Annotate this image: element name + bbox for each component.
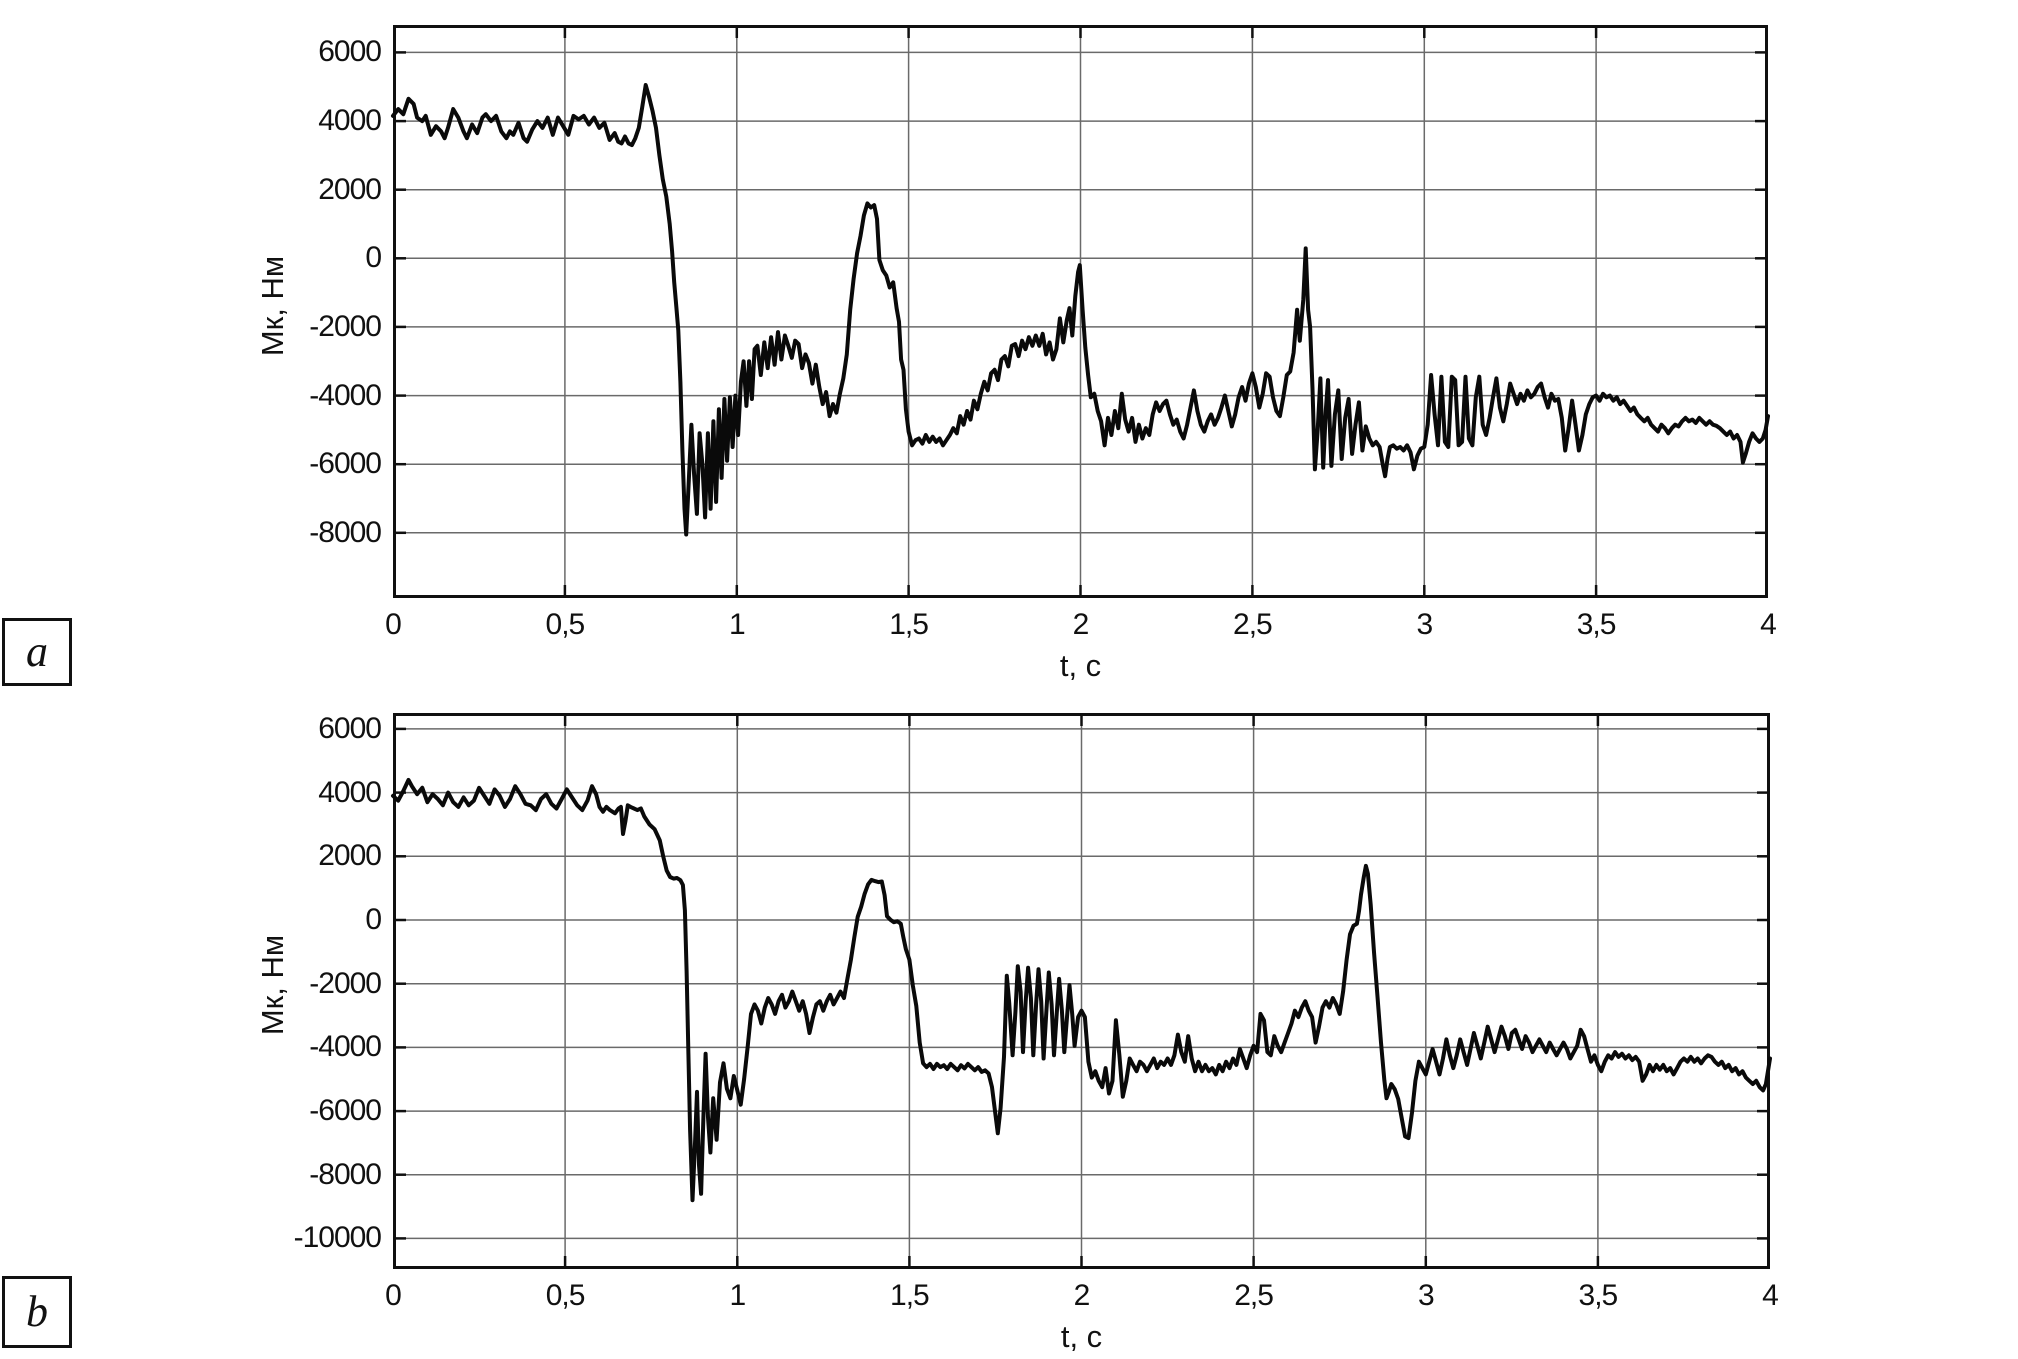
signal-trace — [391, 777, 1772, 1203]
x-tick-label: 1 — [729, 1279, 746, 1312]
panel-label-b: b — [2, 1276, 72, 1348]
plot-frame — [393, 25, 1768, 598]
y-tick-label: -4000 — [309, 1030, 382, 1064]
y-tick-label: 2000 — [318, 839, 382, 873]
x-tick-label: 1 — [728, 608, 746, 641]
x-tick-label: 3 — [1416, 608, 1433, 641]
y-tick-label: -6000 — [309, 447, 382, 481]
x-tick-label: 1,5 — [889, 608, 929, 641]
x-tick-label: 2,5 — [1234, 1279, 1274, 1312]
y-tick-label: -10000 — [293, 1221, 382, 1255]
y-tick-label: -8000 — [309, 1157, 382, 1191]
x-tick-label: 0 — [385, 608, 402, 641]
x-tick-label: 3 — [1417, 1279, 1435, 1312]
y-tick-label: -4000 — [309, 378, 382, 412]
x-tick-label: 3,5 — [1578, 1279, 1619, 1312]
y-tick-label: 4000 — [318, 775, 382, 809]
chart-b: Мк, Нм t, c 6000 4000 2000 0 -2000 -4000 -6000… — [255, 713, 1779, 1354]
x-tick-label: 2 — [1072, 608, 1090, 641]
y-tick-label: -6000 — [309, 1094, 382, 1128]
y-tick-label: 2000 — [318, 172, 382, 206]
x-tick-label: 0,5 — [545, 608, 586, 641]
x-axis-title-a: t, c — [1059, 648, 1102, 683]
signal-trace — [391, 83, 1770, 537]
plot-frame — [393, 713, 1770, 1269]
x-tick-label: 2 — [1073, 1279, 1091, 1312]
y-tick-label: -2000 — [309, 966, 382, 1000]
y-tick-label: 0 — [365, 241, 382, 275]
x-tick-label: 2,5 — [1233, 608, 1273, 641]
plot-area-b — [391, 713, 1772, 1269]
panel-label-a: a — [2, 618, 72, 686]
y-tick-label: 0 — [365, 903, 382, 936]
y-tick-label: 4000 — [318, 104, 382, 138]
y-axis-title-b: Мк, Нм — [255, 935, 290, 1036]
x-axis-title-b: t, c — [1060, 1319, 1103, 1354]
y-axis-title-a: Мк, Нм — [255, 255, 290, 356]
plot-area-a — [391, 25, 1770, 598]
x-tick-label: 4 — [1760, 608, 1777, 641]
x-tick-label: 4 — [1762, 1279, 1779, 1312]
y-tick-label: -2000 — [309, 309, 382, 343]
x-tick-label: 0 — [385, 1279, 402, 1312]
y-tick-label: 6000 — [318, 35, 382, 69]
y-tick-label: -8000 — [309, 515, 382, 549]
x-tick-label: 1,5 — [890, 1279, 930, 1312]
x-tick-label: 0,5 — [545, 1279, 586, 1312]
x-tick-label: 3,5 — [1576, 608, 1617, 641]
chart-a: Мк, Нм t, c 6000 4000 2000 0 -2000 -4000 -6000… — [255, 25, 1777, 683]
y-tick-label: 6000 — [318, 711, 382, 745]
